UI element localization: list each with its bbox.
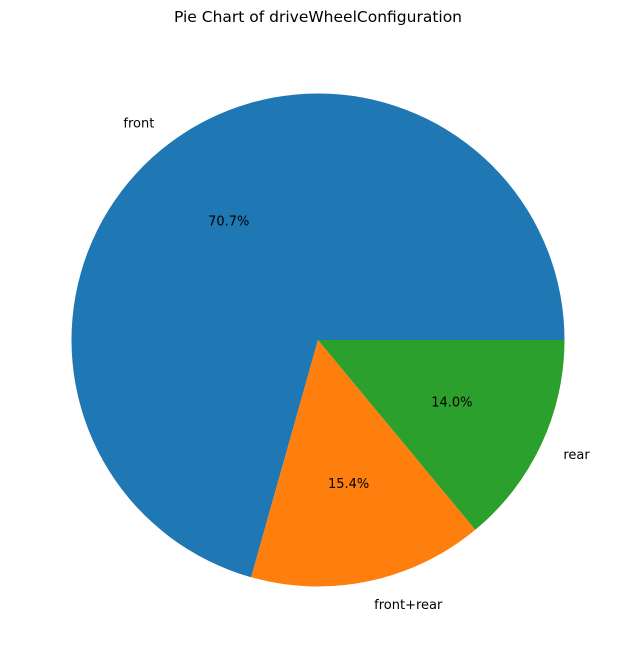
- slice-label-front-rear: front+rear: [374, 598, 443, 613]
- slice-percent-front-rear: 15.4%: [328, 477, 369, 492]
- pie-slice-rear: [318, 340, 565, 530]
- slice-percent-rear: 14.0%: [431, 395, 472, 410]
- pie-slice-front: [71, 93, 565, 578]
- chart-title: Pie Chart of driveWheelConfiguration: [173, 8, 463, 26]
- slice-label-rear: rear: [563, 448, 590, 463]
- slice-label-front: front: [123, 116, 154, 131]
- pie-slice-front-rear: [251, 340, 476, 587]
- slice-percent-front: 70.7%: [208, 215, 249, 230]
